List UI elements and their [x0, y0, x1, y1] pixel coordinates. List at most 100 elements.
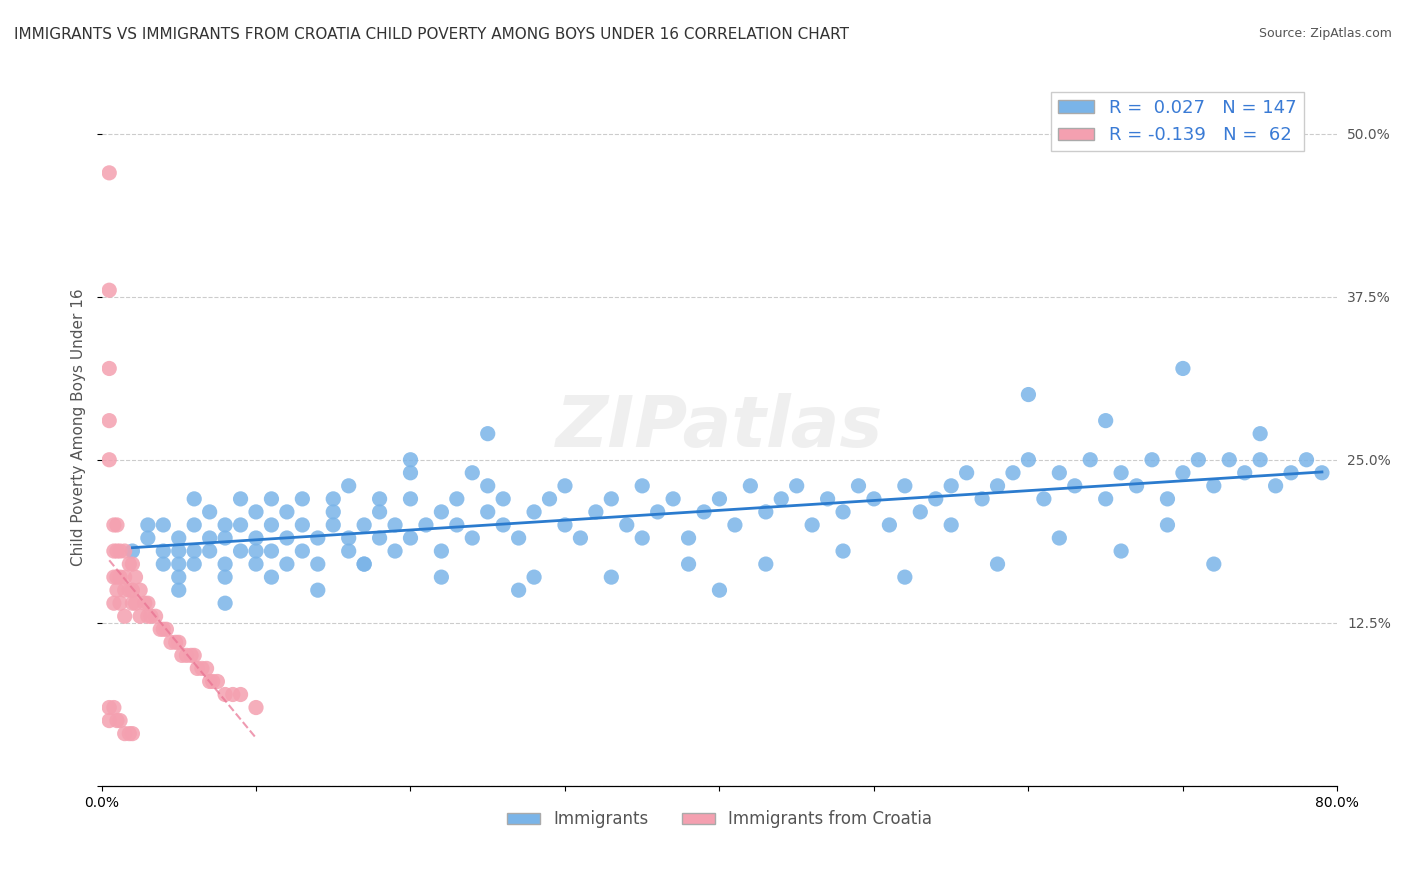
Point: [786, 479, 808, 493]
Point: [105, 570, 128, 584]
Point: [139, 609, 162, 624]
Point: [368, 505, 391, 519]
Point: [276, 557, 298, 571]
Point: [165, 635, 187, 649]
Point: [399, 452, 422, 467]
Point: [98, 714, 121, 728]
Point: [477, 505, 499, 519]
Text: IMMIGRANTS VS IMMIGRANTS FROM CROATIA CHILD POVERTY AMONG BOYS UNDER 16 CORRELAT: IMMIGRANTS VS IMMIGRANTS FROM CROATIA CH…: [14, 27, 849, 42]
Point: [105, 518, 128, 533]
Point: [103, 570, 125, 584]
Point: [186, 661, 208, 675]
Text: Source: ZipAtlas.com: Source: ZipAtlas.com: [1258, 27, 1392, 40]
Point: [986, 479, 1008, 493]
Point: [600, 491, 623, 506]
Point: [136, 596, 159, 610]
Point: [1171, 361, 1194, 376]
Point: [585, 505, 607, 519]
Point: [260, 518, 283, 533]
Point: [170, 648, 193, 663]
Point: [167, 570, 190, 584]
Point: [941, 518, 963, 533]
Point: [121, 557, 143, 571]
Point: [384, 544, 406, 558]
Point: [201, 674, 224, 689]
Point: [461, 466, 484, 480]
Point: [103, 544, 125, 558]
Point: [709, 583, 731, 598]
Legend: Immigrants, Immigrants from Croatia: Immigrants, Immigrants from Croatia: [501, 804, 939, 835]
Point: [214, 531, 236, 545]
Point: [245, 505, 267, 519]
Point: [1047, 466, 1070, 480]
Point: [105, 714, 128, 728]
Point: [368, 531, 391, 545]
Point: [616, 518, 638, 533]
Point: [108, 714, 131, 728]
Point: [538, 491, 561, 506]
Point: [477, 479, 499, 493]
Point: [1047, 531, 1070, 545]
Point: [276, 505, 298, 519]
Point: [118, 557, 141, 571]
Point: [121, 596, 143, 610]
Point: [214, 518, 236, 533]
Point: [260, 570, 283, 584]
Point: [477, 426, 499, 441]
Point: [114, 583, 136, 598]
Point: [1264, 479, 1286, 493]
Point: [149, 622, 172, 636]
Point: [145, 609, 167, 624]
Point: [353, 557, 375, 571]
Point: [307, 557, 329, 571]
Point: [307, 531, 329, 545]
Point: [98, 452, 121, 467]
Point: [430, 570, 453, 584]
Point: [114, 544, 136, 558]
Point: [198, 505, 221, 519]
Point: [461, 531, 484, 545]
Point: [136, 531, 159, 545]
Point: [291, 491, 314, 506]
Point: [600, 570, 623, 584]
Point: [229, 518, 252, 533]
Point: [1094, 491, 1116, 506]
Point: [108, 544, 131, 558]
Point: [941, 479, 963, 493]
Point: [134, 596, 156, 610]
Point: [1279, 466, 1302, 480]
Point: [986, 557, 1008, 571]
Point: [245, 544, 267, 558]
Point: [1109, 466, 1132, 480]
Point: [368, 491, 391, 506]
Point: [214, 596, 236, 610]
Point: [430, 505, 453, 519]
Point: [114, 570, 136, 584]
Point: [155, 622, 177, 636]
Point: [1032, 491, 1054, 506]
Point: [1249, 452, 1271, 467]
Point: [817, 491, 839, 506]
Point: [118, 583, 141, 598]
Point: [508, 583, 530, 598]
Point: [118, 726, 141, 740]
Point: [353, 518, 375, 533]
Point: [229, 491, 252, 506]
Point: [183, 557, 205, 571]
Point: [167, 635, 190, 649]
Point: [910, 505, 932, 519]
Point: [276, 531, 298, 545]
Point: [167, 583, 190, 598]
Point: [740, 479, 762, 493]
Point: [167, 531, 190, 545]
Point: [176, 648, 198, 663]
Point: [1171, 466, 1194, 480]
Point: [1078, 452, 1101, 467]
Point: [291, 518, 314, 533]
Point: [229, 544, 252, 558]
Point: [415, 518, 437, 533]
Point: [136, 518, 159, 533]
Point: [399, 531, 422, 545]
Point: [879, 518, 901, 533]
Point: [114, 726, 136, 740]
